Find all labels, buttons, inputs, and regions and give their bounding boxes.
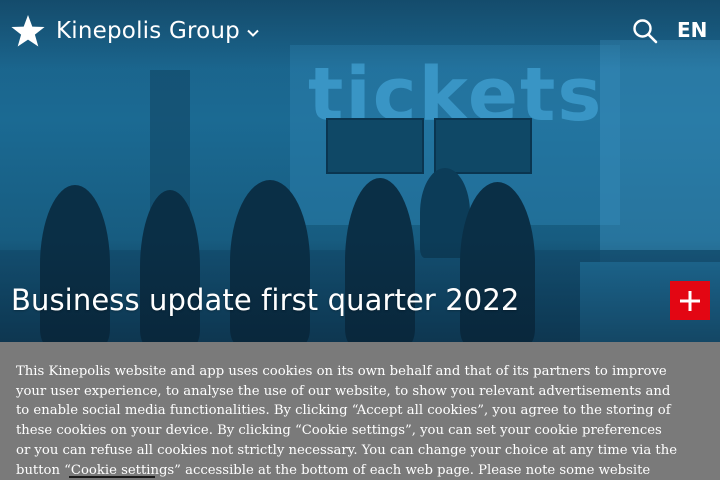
cookie-banner: This Kinepolis website and app uses cook… [0, 342, 720, 480]
hero-overlay [0, 0, 720, 342]
star-icon [11, 15, 45, 47]
language-selector[interactable]: EN [677, 18, 708, 42]
hero-bg-window [600, 40, 720, 270]
hero-bg-person [460, 182, 535, 342]
cookie-consent-text: This Kinepolis website and app uses cook… [16, 364, 678, 478]
expand-button[interactable] [670, 281, 710, 320]
hero-bg-screen [434, 118, 532, 174]
plus-icon [680, 290, 700, 311]
search-icon [633, 19, 658, 44]
hero-bg-screen [326, 118, 424, 174]
hero-bg-person [140, 190, 200, 342]
hero-bg-person [230, 180, 310, 342]
page-title: Business update first quarter 2022 [11, 283, 520, 317]
chevron-down-icon [247, 29, 259, 37]
hero-bg-person [40, 185, 110, 342]
brand-name: Kinepolis Group [56, 18, 240, 44]
hero-bg-person [345, 178, 415, 342]
brand-menu[interactable]: Kinepolis Group [10, 14, 260, 48]
cookie-settings-button[interactable] [69, 476, 155, 480]
search-button[interactable] [632, 18, 658, 44]
hero-banner: tickets Kinepolis Group EN Business upda… [0, 0, 720, 342]
